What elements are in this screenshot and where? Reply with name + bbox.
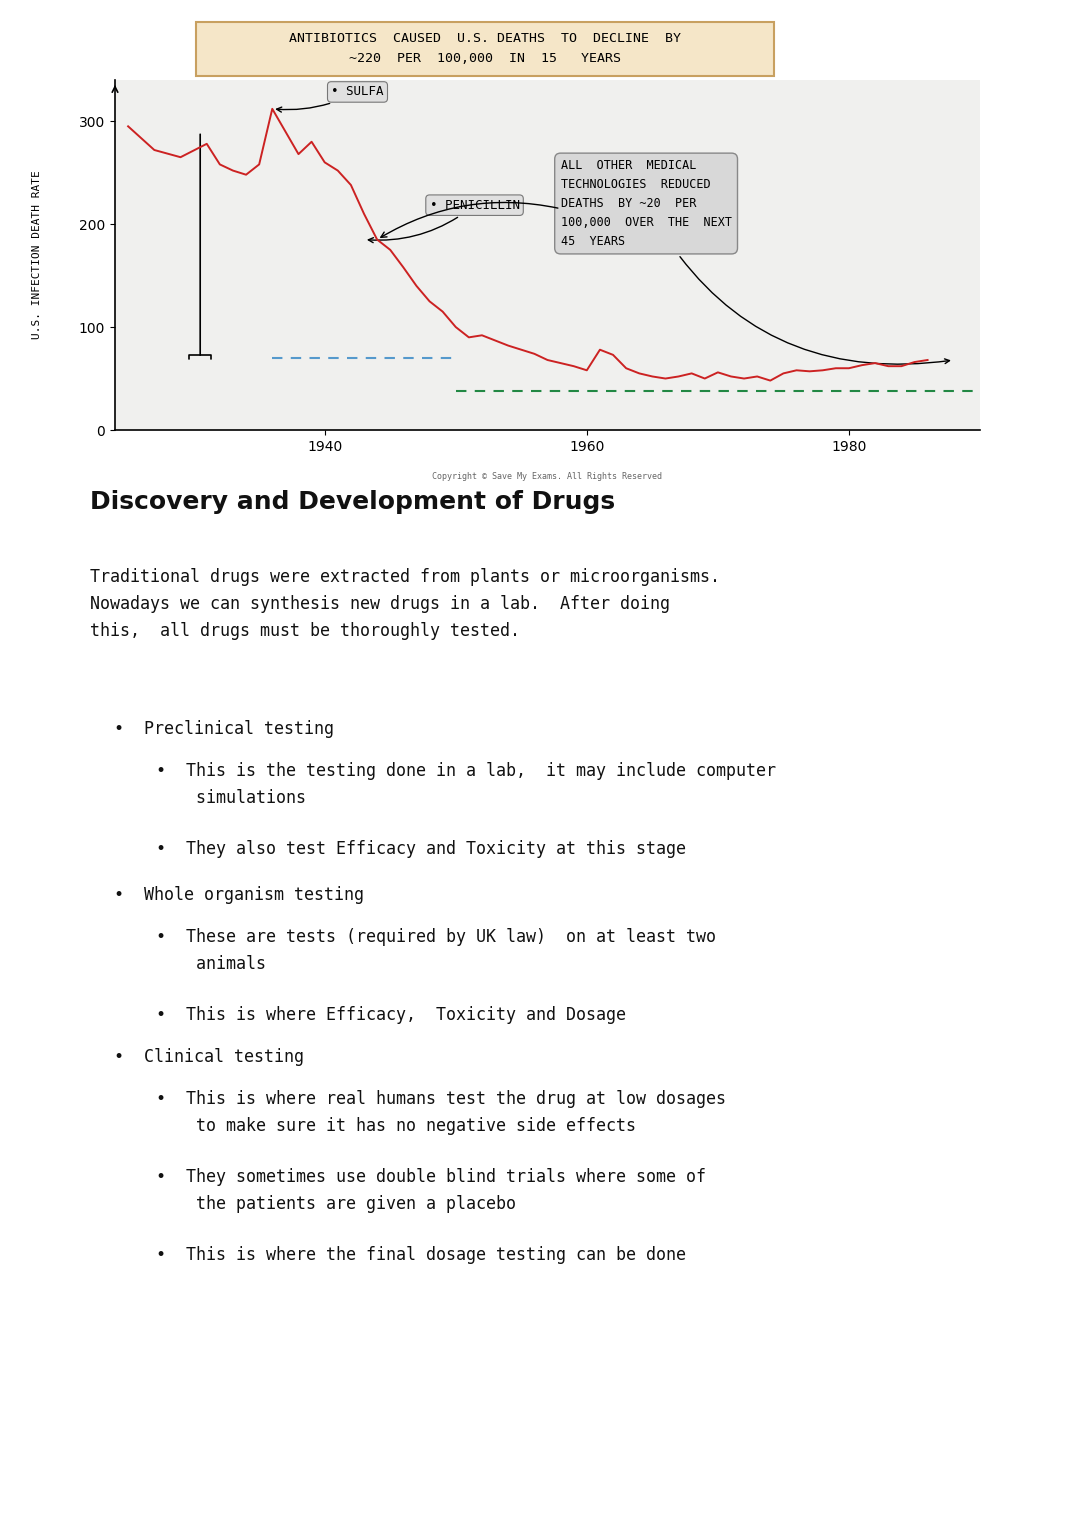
Text: •  This is the testing done in a lab,  it may include computer
    simulations: • This is the testing done in a lab, it …: [157, 762, 777, 807]
Text: •  Whole organism testing: • Whole organism testing: [113, 886, 364, 905]
Text: •  This is where Efficacy,  Toxicity and Dosage: • This is where Efficacy, Toxicity and D…: [157, 1005, 626, 1024]
Text: ALL  OTHER  MEDICAL
TECHNOLOGIES  REDUCED
DEATHS  BY ~20  PER
100,000  OVER  THE: ALL OTHER MEDICAL TECHNOLOGIES REDUCED D…: [561, 159, 949, 364]
Text: •  Clinical testing: • Clinical testing: [113, 1048, 303, 1067]
Text: •  Preclinical testing: • Preclinical testing: [113, 720, 334, 738]
FancyBboxPatch shape: [195, 23, 774, 76]
Text: • PENICILLIN: • PENICILLIN: [368, 199, 519, 243]
Text: Traditional drugs were extracted from plants or microorganisms.
Nowadays we can : Traditional drugs were extracted from pl…: [90, 568, 720, 640]
Text: •  This is where the final dosage testing can be done: • This is where the final dosage testing…: [157, 1245, 687, 1264]
Text: Discovery and Development of Drugs: Discovery and Development of Drugs: [90, 490, 615, 513]
Text: •  This is where real humans test the drug at low dosages
    to make sure it ha: • This is where real humans test the dru…: [157, 1089, 727, 1135]
Text: Copyright © Save My Exams. All Rights Reserved: Copyright © Save My Exams. All Rights Re…: [432, 472, 662, 481]
Text: U.S. INFECTION DEATH RATE: U.S. INFECTION DEATH RATE: [32, 171, 42, 339]
Text: •  They sometimes use double blind trials where some of
    the patients are giv: • They sometimes use double blind trials…: [157, 1167, 706, 1213]
Text: •  These are tests (required by UK law)  on at least two
    animals: • These are tests (required by UK law) o…: [157, 927, 716, 973]
Text: ANTIBIOTICS  CAUSED  U.S. DEATHS  TO  DECLINE  BY
~220  PER  100,000  IN  15   Y: ANTIBIOTICS CAUSED U.S. DEATHS TO DECLIN…: [289, 32, 681, 66]
Text: • SULFA: • SULFA: [276, 86, 383, 112]
Text: •  They also test Efficacy and Toxicity at this stage: • They also test Efficacy and Toxicity a…: [157, 840, 687, 859]
